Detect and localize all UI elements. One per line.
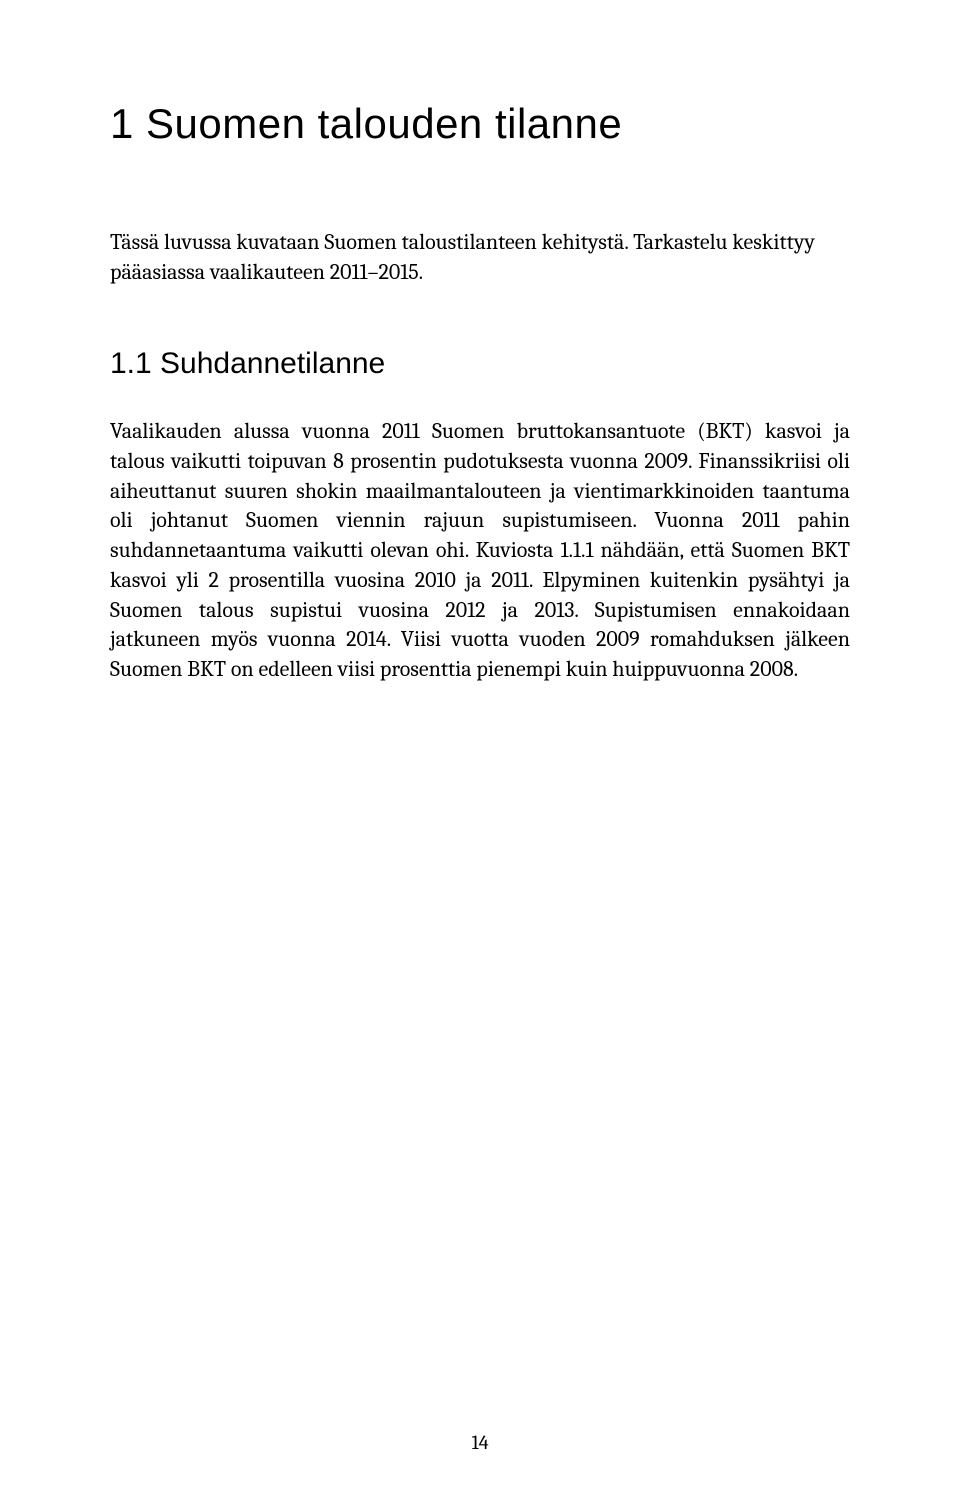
page-number: 14	[0, 1431, 960, 1454]
chapter-title: 1 Suomen talouden tilanne	[110, 100, 850, 148]
body-paragraph: Vaalikauden alussa vuonna 2011 Suomen br…	[110, 417, 850, 684]
document-page: 1 Suomen talouden tilanne Tässä luvussa …	[0, 0, 960, 1496]
section-title: 1.1 Suhdannetilanne	[110, 347, 850, 381]
intro-paragraph: Tässä luvussa kuvataan Suomen taloustila…	[110, 228, 850, 287]
